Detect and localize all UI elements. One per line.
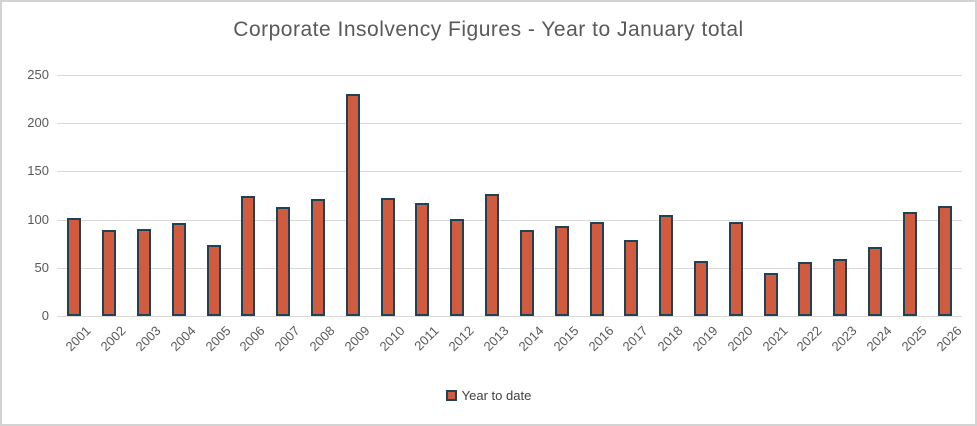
bar-2024[interactable] — [868, 247, 882, 316]
x-tick-label-2020: 2020 — [724, 323, 756, 355]
y-tick-label-100: 100 — [27, 212, 49, 227]
x-tick-label-2007: 2007 — [271, 323, 303, 355]
x-tick-label-2023: 2023 — [828, 323, 860, 355]
x-tick-label-2006: 2006 — [236, 323, 268, 355]
bar-2007[interactable] — [276, 207, 290, 316]
bar-2014[interactable] — [520, 230, 534, 316]
gridline-250 — [57, 75, 962, 76]
bar-2021[interactable] — [764, 273, 778, 316]
bar-2026[interactable] — [938, 206, 952, 316]
bar-2010[interactable] — [381, 198, 395, 316]
x-tick-label-2018: 2018 — [654, 323, 686, 355]
bar-2004[interactable] — [172, 223, 186, 316]
bar-2022[interactable] — [798, 262, 812, 316]
x-tick-label-2021: 2021 — [759, 323, 791, 355]
y-tick-label-150: 150 — [27, 163, 49, 178]
bar-2003[interactable] — [137, 229, 151, 316]
x-tick-label-2012: 2012 — [445, 323, 477, 355]
bar-2008[interactable] — [311, 199, 325, 316]
legend[interactable]: Year to date — [2, 388, 975, 403]
x-tick-label-2005: 2005 — [202, 323, 234, 355]
x-tick-label-2001: 2001 — [62, 323, 94, 355]
bar-2023[interactable] — [833, 259, 847, 316]
y-tick-label-250: 250 — [27, 67, 49, 82]
bar-2020[interactable] — [729, 222, 743, 316]
gridline-100 — [57, 220, 962, 221]
gridline-200 — [57, 123, 962, 124]
x-tick-label-2026: 2026 — [933, 323, 965, 355]
legend-label: Year to date — [461, 388, 532, 403]
x-tick-label-2008: 2008 — [306, 323, 338, 355]
x-axis-line — [57, 316, 962, 317]
bar-2017[interactable] — [624, 240, 638, 316]
bar-2018[interactable] — [659, 215, 673, 316]
bar-2016[interactable] — [590, 222, 604, 316]
bar-2006[interactable] — [241, 196, 255, 316]
bar-2009[interactable] — [346, 94, 360, 316]
x-tick-label-2010: 2010 — [376, 323, 408, 355]
x-tick-label-2022: 2022 — [793, 323, 825, 355]
bar-2025[interactable] — [903, 212, 917, 316]
x-tick-label-2017: 2017 — [619, 323, 651, 355]
bar-2011[interactable] — [415, 203, 429, 316]
bar-2012[interactable] — [450, 219, 464, 316]
bar-2019[interactable] — [694, 261, 708, 316]
bar-2015[interactable] — [555, 226, 569, 316]
x-tick-label-2002: 2002 — [97, 323, 129, 355]
x-tick-label-2015: 2015 — [550, 323, 582, 355]
x-tick-label-2003: 2003 — [132, 323, 164, 355]
y-tick-label-0: 0 — [41, 308, 49, 323]
gridline-150 — [57, 171, 962, 172]
x-tick-label-2011: 2011 — [411, 323, 442, 354]
x-tick-label-2025: 2025 — [898, 323, 930, 355]
x-tick-label-2024: 2024 — [863, 323, 895, 355]
x-tick-label-2009: 2009 — [341, 323, 373, 355]
x-tick-label-2014: 2014 — [515, 323, 547, 355]
y-tick-label-200: 200 — [27, 115, 49, 130]
legend-swatch-year-to-date — [445, 390, 457, 401]
bar-2013[interactable] — [485, 194, 499, 316]
y-tick-label-50: 50 — [34, 260, 49, 275]
x-tick-label-2019: 2019 — [689, 323, 721, 355]
gridline-50 — [57, 268, 962, 269]
bar-2002[interactable] — [102, 230, 116, 316]
bar-2001[interactable] — [67, 218, 81, 316]
x-tick-label-2004: 2004 — [167, 323, 199, 355]
x-tick-label-2013: 2013 — [480, 323, 512, 355]
bar-2005[interactable] — [207, 245, 221, 316]
x-tick-label-2016: 2016 — [585, 323, 617, 355]
chart-title: Corporate Insolvency Figures - Year to J… — [233, 18, 744, 41]
